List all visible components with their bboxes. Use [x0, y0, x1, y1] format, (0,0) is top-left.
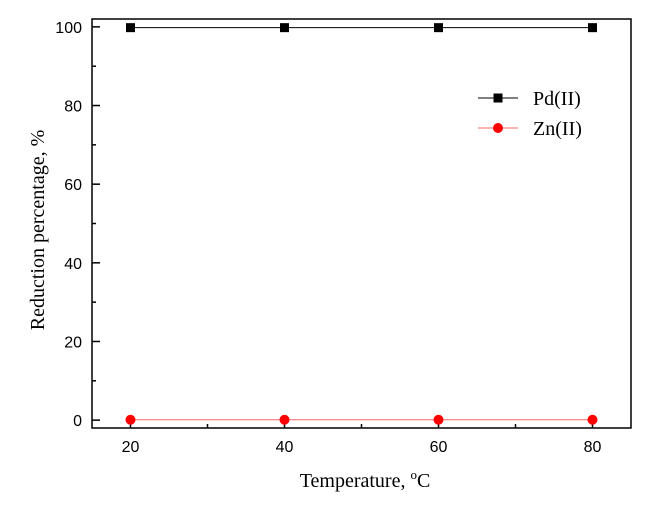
data-point — [280, 23, 289, 33]
legend-entry: Zn(II) — [478, 118, 582, 140]
x-axis-title: Temperature, oC — [300, 467, 431, 492]
y-tick-label: 0 — [73, 413, 82, 430]
data-point — [433, 414, 444, 425]
y-tick-label: 20 — [64, 334, 82, 351]
data-point — [279, 414, 290, 425]
x-tick-label: 60 — [430, 439, 448, 456]
data-point — [126, 23, 135, 33]
legend-marker — [493, 93, 503, 103]
axis-ticks — [92, 26, 594, 428]
tick-labels: 20 40 60 80 0 20 40 60 80 100 — [55, 20, 601, 456]
legend-label: Zn(II) — [533, 118, 582, 140]
x-tick-label: 80 — [584, 439, 602, 456]
y-tick-label: 100 — [55, 20, 82, 37]
series-1 — [126, 23, 597, 33]
data-point — [588, 23, 597, 33]
data-point — [434, 23, 443, 33]
plot-border — [91, 18, 632, 429]
x-tick-label: 20 — [122, 439, 140, 456]
legend-label: Pd(II) — [533, 88, 581, 110]
data-point — [587, 414, 598, 425]
y-tick-label: 80 — [64, 99, 82, 116]
legend-marker — [493, 123, 503, 133]
plot-frame — [91, 18, 632, 429]
x-tick-label: 40 — [276, 439, 294, 456]
y-axis-title: Reduction percentage, % — [27, 130, 49, 330]
data-point — [125, 414, 136, 425]
y-tick-label: 40 — [64, 256, 82, 273]
legend-entry: Pd(II) — [478, 88, 581, 110]
y-tick-label: 60 — [64, 177, 82, 194]
series-2 — [125, 414, 598, 425]
legend: Pd(II) Zn(II) — [478, 88, 582, 140]
series-group — [125, 23, 598, 425]
